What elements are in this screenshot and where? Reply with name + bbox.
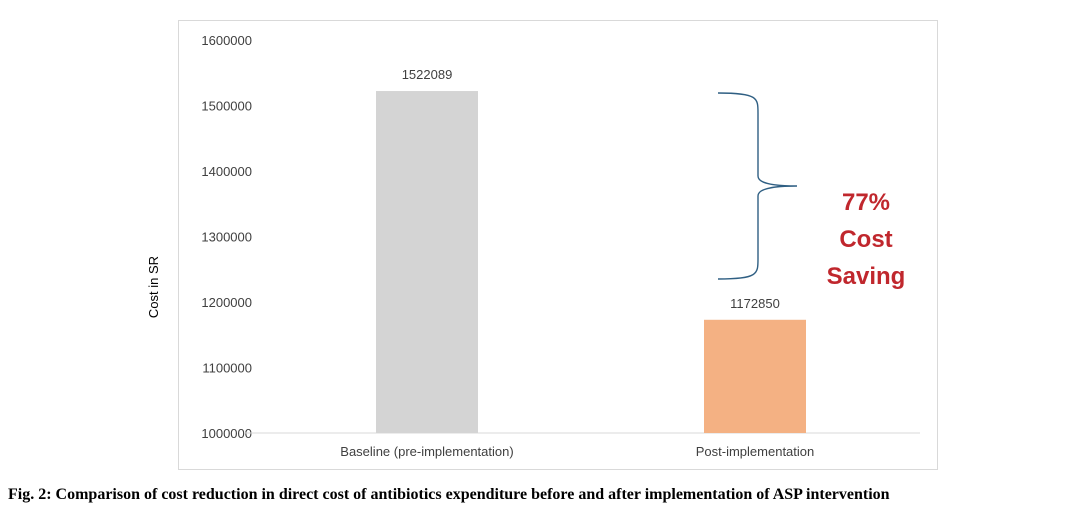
annotation-line: Cost xyxy=(839,226,892,253)
y-tick-label: 1500000 xyxy=(201,99,252,114)
bar-post-implementation xyxy=(704,319,806,433)
bar-chart: 1000000 1100000 1200000 1300000 1400000 15000… xyxy=(146,33,920,459)
x-axis-ticks: Baseline (pre-implementation) Post-implem… xyxy=(340,444,814,459)
x-tick-label: Baseline (pre-implementation) xyxy=(340,444,513,459)
figure-caption: Fig. 2: Comparison of cost reduction in … xyxy=(8,486,890,503)
data-label: 1522089 xyxy=(402,67,453,82)
bar-baseline xyxy=(376,91,478,433)
bars xyxy=(376,91,806,433)
x-tick-label: Post-implementation xyxy=(696,444,815,459)
chart-frame xyxy=(178,20,938,470)
y-axis-label: Cost in SR xyxy=(146,256,161,318)
curly-brace-annotation xyxy=(717,92,798,280)
y-axis-ticks: 1000000 1100000 1200000 1300000 1400000 15000… xyxy=(201,33,252,441)
y-tick-label: 1100000 xyxy=(202,361,252,376)
annotation-line: Saving xyxy=(827,263,906,290)
y-tick-label: 1400000 xyxy=(201,164,252,179)
y-tick-label: 1200000 xyxy=(201,295,252,310)
y-tick-label: 1000000 xyxy=(201,426,252,441)
y-tick-label: 1600000 xyxy=(201,33,252,48)
data-labels: 1522089 1172850 xyxy=(402,67,780,311)
annotation-line: 77% xyxy=(842,189,890,216)
cost-saving-annotation: 77% Cost Saving xyxy=(827,189,906,290)
data-label: 1172850 xyxy=(730,296,780,311)
y-tick-label: 1300000 xyxy=(201,230,252,245)
